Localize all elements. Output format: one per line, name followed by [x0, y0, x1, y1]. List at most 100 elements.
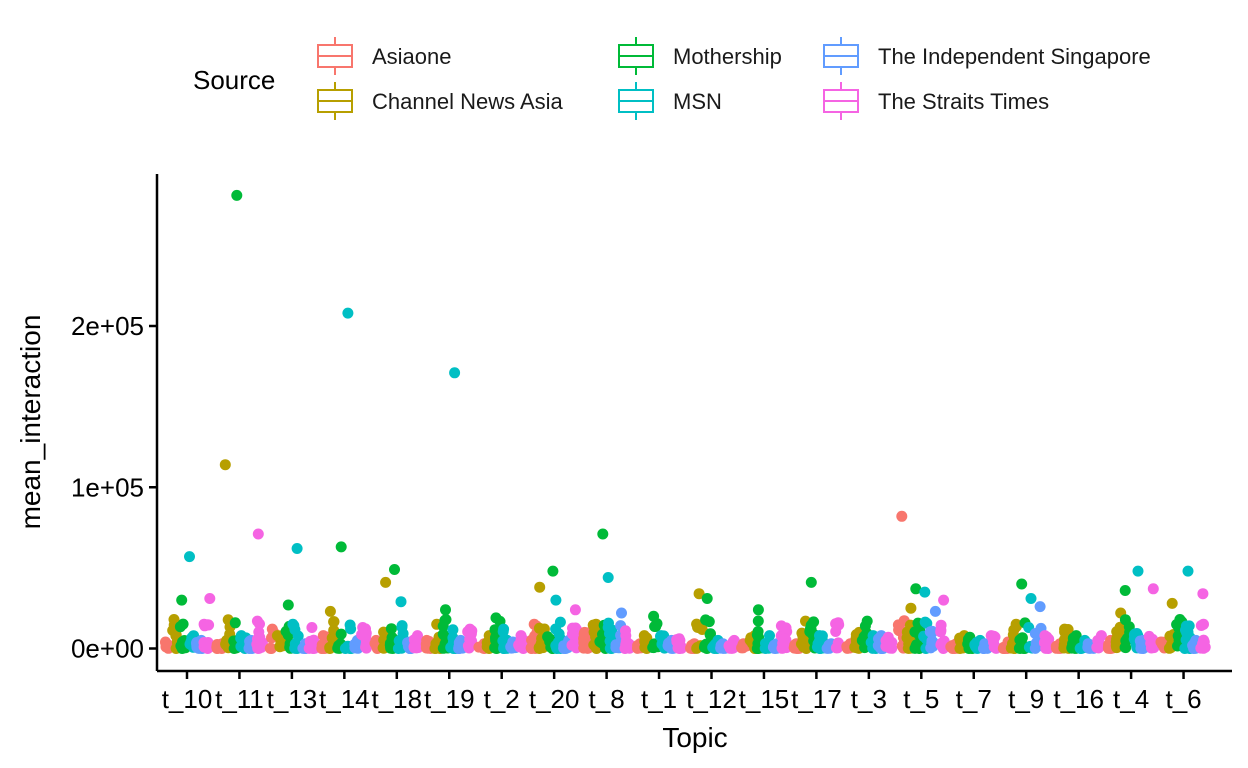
- x-tick-label: t_7: [956, 684, 992, 714]
- point-the-straits-times: [1095, 630, 1107, 642]
- point-the-independent-singapore: [616, 607, 627, 619]
- point-mothership: [648, 610, 660, 622]
- legend-key: [618, 82, 654, 120]
- point-channel-news-asia: [380, 576, 392, 588]
- point-mothership: [229, 617, 241, 629]
- point-the-straits-times: [569, 604, 581, 616]
- point-mothership: [385, 623, 397, 635]
- point-the-straits-times: [254, 618, 265, 630]
- point-mothership: [282, 599, 294, 611]
- point-the-straits-times: [357, 622, 369, 633]
- point-mothership: [701, 593, 713, 604]
- x-tick-label: t_3: [851, 684, 887, 714]
- point-mothership: [805, 619, 817, 631]
- point-msn: [449, 367, 461, 379]
- legend-item-the-independent-singapore: The Independent Singapore: [823, 37, 1151, 75]
- point-the-straits-times: [620, 639, 632, 651]
- point-the-independent-singapore: [926, 635, 938, 647]
- point-the-straits-times: [674, 642, 685, 654]
- point-mothership: [176, 594, 188, 606]
- point-mothership: [335, 541, 347, 553]
- point-mothership: [1070, 630, 1082, 642]
- point-the-straits-times: [1146, 639, 1158, 651]
- point-channel-news-asia: [271, 630, 283, 642]
- point-the-straits-times: [515, 630, 527, 642]
- legend-key: [618, 37, 654, 75]
- point-mothership: [1016, 578, 1028, 590]
- point-the-straits-times: [673, 633, 685, 645]
- point-mothership: [177, 618, 189, 630]
- point-asiaone: [421, 634, 433, 646]
- point-the-straits-times: [1143, 630, 1155, 642]
- point-mothership: [1066, 642, 1078, 653]
- x-tick-label: t_18: [371, 684, 422, 714]
- point-the-straits-times: [1197, 588, 1209, 600]
- point-asiaone: [579, 626, 591, 638]
- point-mothership: [439, 614, 451, 626]
- point-msn: [184, 551, 195, 563]
- point-asiaone: [317, 630, 329, 642]
- point-channel-news-asia: [324, 605, 336, 617]
- x-tick-label: t_8: [589, 684, 625, 714]
- point-the-straits-times: [199, 620, 211, 631]
- x-tick-label: t_12: [686, 684, 737, 714]
- point-channel-news-asia: [219, 459, 231, 471]
- point-the-straits-times: [775, 620, 787, 632]
- point-the-straits-times: [830, 626, 842, 637]
- point-msn: [292, 630, 304, 642]
- point-mothership: [700, 614, 712, 626]
- point-channel-news-asia: [328, 616, 340, 628]
- point-msn: [1180, 620, 1192, 632]
- data-points: [160, 189, 1211, 654]
- point-the-straits-times: [882, 631, 894, 643]
- point-channel-news-asia: [694, 622, 705, 634]
- legend-item-the-straits-times: The Straits Times: [823, 82, 1049, 120]
- point-the-straits-times: [620, 625, 631, 637]
- point-channel-news-asia: [534, 581, 546, 593]
- y-ticks: 0e+00 1e+05 2e+05: [71, 311, 157, 664]
- legend: Source Asiaone Channel News Asia Mothershi…: [193, 37, 1151, 120]
- point-the-independent-singapore: [1030, 637, 1042, 649]
- point-msn: [344, 619, 356, 631]
- legend-label: MSN: [673, 89, 722, 114]
- point-mothership: [910, 583, 922, 595]
- point-the-straits-times: [1092, 642, 1104, 654]
- y-tick-label: 0e+00: [71, 634, 144, 664]
- point-the-straits-times: [252, 528, 264, 540]
- point-mothership: [752, 604, 764, 616]
- point-msn: [288, 620, 300, 632]
- point-asiaone: [1155, 636, 1167, 648]
- point-asiaone: [893, 620, 905, 632]
- x-tick-label: t_17: [791, 684, 842, 714]
- legend-title: Source: [193, 65, 275, 95]
- point-channel-news-asia: [849, 641, 861, 653]
- legend-key: [317, 82, 353, 120]
- point-asiaone: [264, 642, 276, 654]
- axes: [155, 174, 1232, 673]
- point-the-straits-times: [253, 642, 265, 654]
- point-mothership: [389, 564, 400, 575]
- x-tick-label: t_15: [739, 684, 790, 714]
- point-the-straits-times: [198, 637, 210, 648]
- x-tick-label: t_5: [903, 684, 939, 714]
- point-the-straits-times: [410, 639, 422, 651]
- point-the-straits-times: [1197, 642, 1209, 654]
- point-mothership: [861, 615, 873, 627]
- point-msn: [291, 543, 303, 554]
- x-tick-label: t_16: [1053, 684, 1104, 714]
- x-tick-label: t_9: [1008, 684, 1044, 714]
- point-msn: [235, 630, 247, 642]
- y-tick-label: 1e+05: [71, 472, 144, 502]
- point-the-independent-singapore: [929, 605, 941, 617]
- point-the-straits-times: [306, 622, 318, 633]
- legend-label: Mothership: [673, 44, 782, 69]
- point-mothership: [752, 615, 764, 627]
- point-msn: [447, 624, 459, 636]
- point-channel-news-asia: [1111, 633, 1123, 645]
- point-msn: [919, 586, 931, 598]
- point-msn: [393, 635, 405, 647]
- x-tick-label: t_1: [641, 684, 677, 714]
- point-the-straits-times: [567, 622, 578, 634]
- point-mothership: [649, 621, 661, 632]
- point-mothership: [648, 642, 660, 654]
